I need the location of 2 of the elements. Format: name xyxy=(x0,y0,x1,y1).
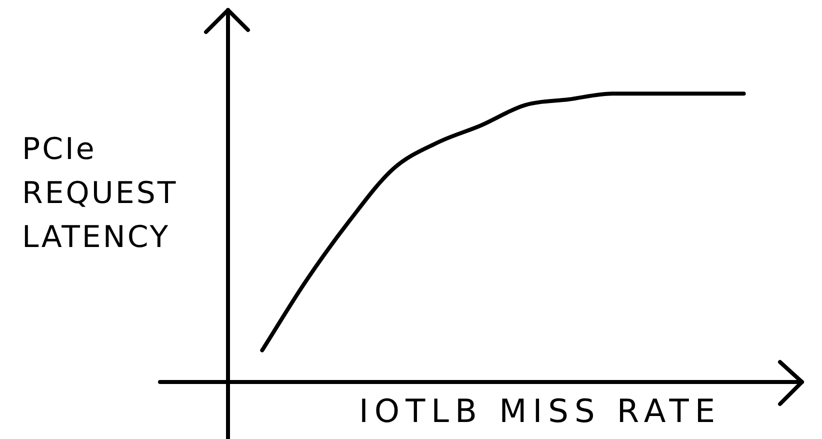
x-axis-title: IOTLB MISS RATE xyxy=(358,392,722,430)
y-axis-title: PCIe REQUEST LATENCY xyxy=(22,131,179,257)
